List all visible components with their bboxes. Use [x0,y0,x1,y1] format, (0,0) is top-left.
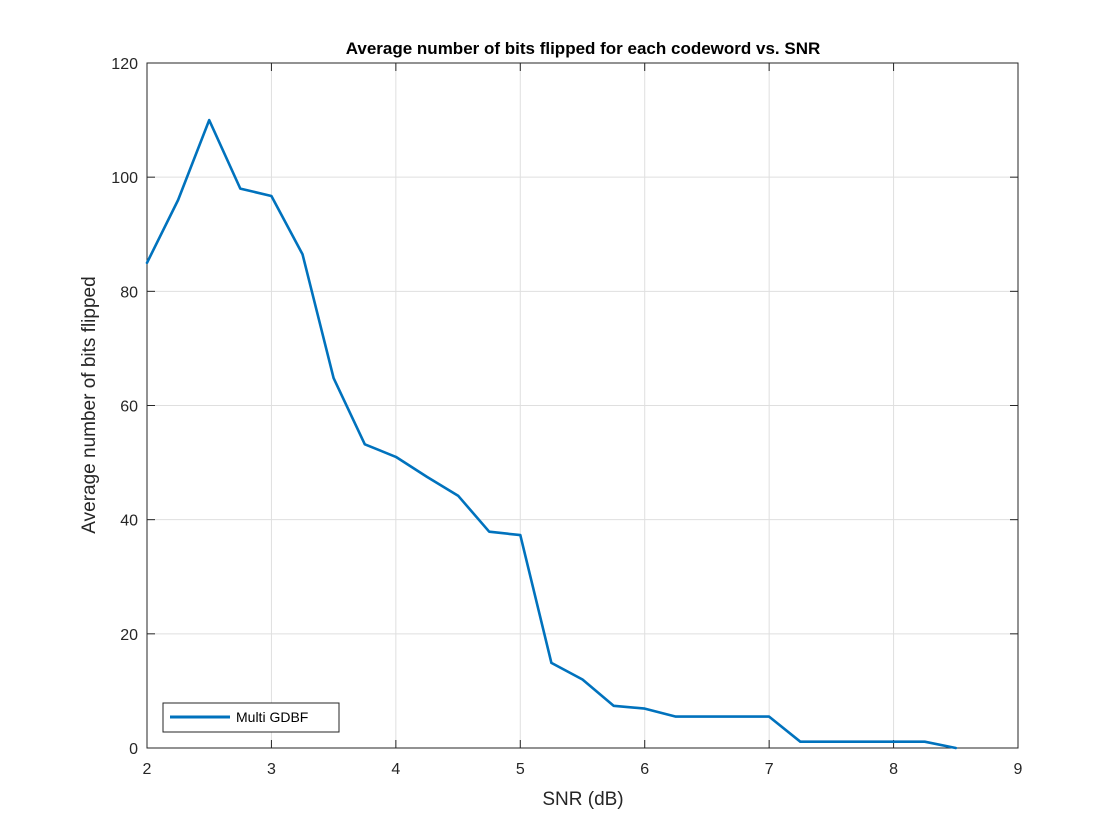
series-line-0 [145,118,958,750]
x-tick-label: 3 [267,761,276,778]
y-axis-label: Average number of bits flipped [79,276,100,533]
y-tick-label: 60 [120,399,138,416]
x-tick-label: 5 [516,761,525,778]
x-tick-label: 9 [1014,761,1023,778]
tick-labels: 2 3 4 5 6 7 8 9 0 20 40 60 80 100 120 [111,56,1022,778]
chart-title: Average number of bits flipped for each … [346,39,821,58]
x-tick-label: 8 [889,761,898,778]
y-tick-label: 100 [111,170,138,187]
series-layer [145,118,958,750]
y-tick-label: 20 [120,627,138,644]
y-tick-label: 80 [120,284,138,301]
y-tick-label: 120 [111,56,138,73]
x-tick-label: 6 [640,761,649,778]
legend: Multi GDBF [162,702,340,733]
x-tick-label: 7 [765,761,774,778]
legend-label-multi-gdbf: Multi GDBF [236,709,308,725]
x-tick-label: 4 [391,761,400,778]
y-tick-label: 40 [120,513,138,530]
x-axis-label: SNR (dB) [542,789,623,810]
x-tick-label: 2 [143,761,152,778]
grid [147,63,1018,748]
axis-ticks [146,62,1019,749]
y-tick-label: 0 [129,741,138,758]
